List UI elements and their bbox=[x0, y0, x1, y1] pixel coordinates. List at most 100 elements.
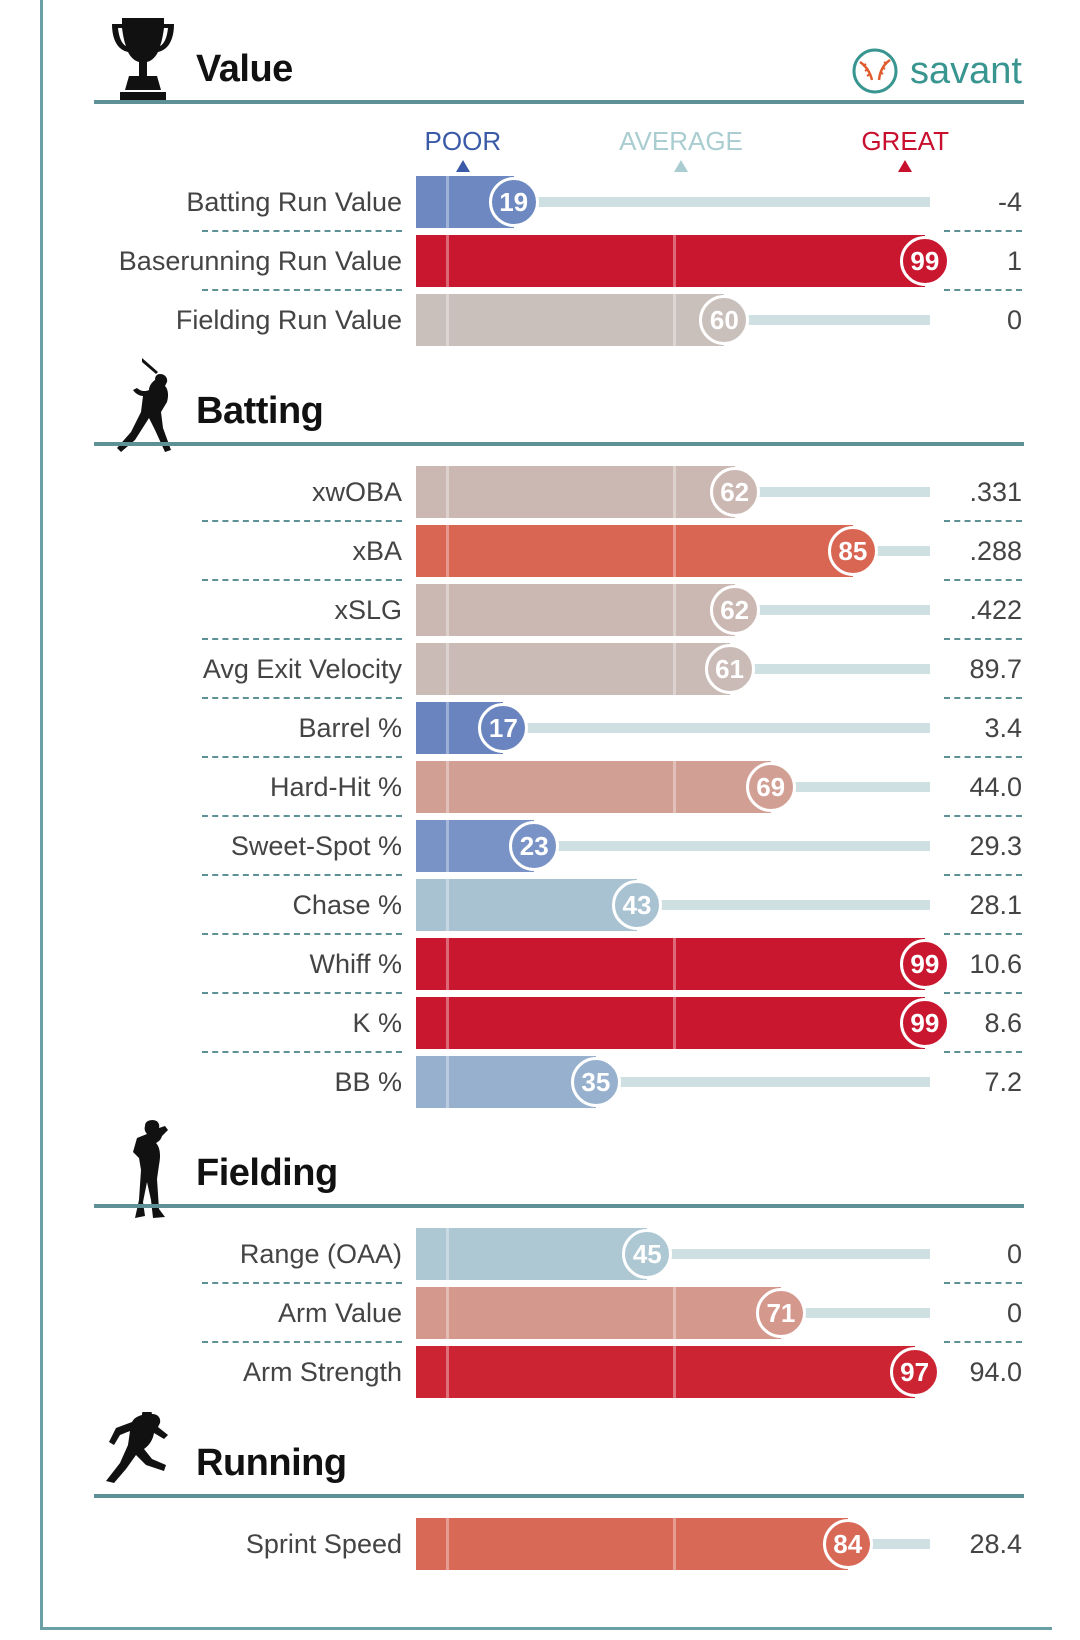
percentile-bar bbox=[416, 938, 925, 990]
bar-reference-line bbox=[446, 525, 449, 577]
percentile-track bbox=[416, 841, 930, 851]
percentile-row: Hard-Hit % 69 44.0 bbox=[0, 761, 1080, 813]
percentile-row: Sprint Speed 84 28.4 bbox=[0, 1518, 1080, 1570]
bar-reference-line bbox=[446, 702, 449, 754]
bar-reference-line bbox=[673, 525, 676, 577]
percentile-badge: 85 bbox=[827, 526, 878, 576]
stat-value: .288 bbox=[969, 536, 1022, 566]
stat-value: 8.6 bbox=[984, 1008, 1022, 1038]
percentile-bar bbox=[416, 997, 925, 1049]
stat-value: 44.0 bbox=[969, 772, 1022, 802]
stat-value: 0 bbox=[1006, 305, 1022, 335]
metric-label: Chase % bbox=[292, 890, 402, 920]
row-divider bbox=[202, 638, 402, 640]
stat-value: 7.2 bbox=[984, 1067, 1022, 1097]
bar-reference-line bbox=[446, 820, 449, 872]
fielding-section-rule bbox=[94, 1204, 1024, 1208]
scale-marker-average bbox=[674, 160, 688, 172]
metric-label: Sprint Speed bbox=[245, 1529, 402, 1559]
metric-label: Avg Exit Velocity bbox=[202, 654, 402, 684]
bar-reference-line bbox=[673, 1287, 676, 1339]
percentile-track bbox=[416, 900, 930, 910]
row-divider bbox=[202, 933, 402, 935]
stat-value: 1 bbox=[1006, 246, 1022, 276]
row-divider bbox=[202, 992, 402, 994]
percentile-bar bbox=[416, 294, 725, 346]
row-divider bbox=[202, 1051, 402, 1053]
bar-reference-line bbox=[446, 235, 449, 287]
percentile-row: Batting Run Value 19 -4 bbox=[0, 176, 1080, 228]
value-divider bbox=[944, 1282, 1022, 1284]
row-divider bbox=[202, 815, 402, 817]
percentile-row: BB % 35 7.2 bbox=[0, 1056, 1080, 1108]
percentile-bar bbox=[416, 466, 735, 518]
percentile-row: Sweet-Spot % 23 29.3 bbox=[0, 820, 1080, 872]
batting-section-rule bbox=[94, 442, 1024, 446]
frame-bottom-border bbox=[40, 1627, 1052, 1630]
bar-reference-line bbox=[673, 761, 676, 813]
bar-reference-line bbox=[446, 1518, 449, 1570]
percentile-row: Chase % 43 28.1 bbox=[0, 879, 1080, 931]
bar-reference-line bbox=[446, 938, 449, 990]
bar-reference-line bbox=[673, 1346, 676, 1398]
bar-reference-line bbox=[673, 643, 676, 695]
percentile-bar bbox=[416, 1287, 781, 1339]
savant-logo-icon bbox=[852, 48, 898, 94]
stat-value: 89.7 bbox=[969, 654, 1022, 684]
percentile-row: xBA 85 .288 bbox=[0, 525, 1080, 577]
percentile-bar bbox=[416, 879, 638, 931]
stat-value: 3.4 bbox=[984, 713, 1022, 743]
row-divider bbox=[202, 697, 402, 699]
value-divider bbox=[944, 638, 1022, 640]
bar-reference-line bbox=[446, 1056, 449, 1108]
savant-logo[interactable]: savant bbox=[850, 46, 1022, 96]
value-divider bbox=[944, 289, 1022, 291]
bar-reference-line bbox=[446, 466, 449, 518]
percentile-row: Avg Exit Velocity 61 89.7 bbox=[0, 643, 1080, 695]
percentile-bar bbox=[416, 525, 853, 577]
running-section-rule bbox=[94, 1494, 1024, 1498]
savant-logo-text: savant bbox=[910, 49, 1022, 92]
percentile-badge: 35 bbox=[570, 1057, 621, 1107]
percentile-row: Fielding Run Value 60 0 bbox=[0, 294, 1080, 346]
metric-label: xBA bbox=[352, 536, 402, 566]
percentile-row: Baserunning Run Value 99 1 bbox=[0, 235, 1080, 287]
value-divider bbox=[944, 697, 1022, 699]
bar-reference-line bbox=[673, 1518, 676, 1570]
percentile-row: Arm Value 71 0 bbox=[0, 1287, 1080, 1339]
bar-reference-line bbox=[673, 466, 676, 518]
metric-label: Range (OAA) bbox=[239, 1239, 402, 1269]
percentile-badge: 97 bbox=[889, 1347, 940, 1397]
scale-label-average: AVERAGE bbox=[619, 126, 743, 156]
percentile-badge: 60 bbox=[699, 295, 750, 345]
trophy-icon bbox=[108, 14, 178, 111]
value-section-rule bbox=[94, 100, 1024, 104]
percentile-bar bbox=[416, 584, 735, 636]
scale-marker-poor bbox=[455, 160, 470, 172]
percentile-bar bbox=[416, 1056, 596, 1108]
row-divider bbox=[202, 520, 402, 522]
metric-label: Sweet-Spot % bbox=[230, 831, 402, 861]
bar-reference-line bbox=[446, 584, 449, 636]
stat-value: 0 bbox=[1006, 1239, 1022, 1269]
fielding-section-title: Fielding bbox=[196, 1152, 338, 1194]
scale-label-poor: POOR bbox=[424, 126, 502, 156]
frame-left-border bbox=[40, 0, 43, 1630]
scale-label-great: GREAT bbox=[861, 126, 949, 156]
percentile-bar bbox=[416, 1518, 848, 1570]
row-divider bbox=[202, 289, 402, 291]
percentile-badge: 71 bbox=[755, 1288, 806, 1338]
percentile-row: Whiff % 99 10.6 bbox=[0, 938, 1080, 990]
bar-reference-line bbox=[446, 1346, 449, 1398]
value-divider bbox=[944, 933, 1022, 935]
bar-reference-line bbox=[673, 584, 676, 636]
percentile-badge: 17 bbox=[478, 703, 529, 753]
value-divider bbox=[944, 992, 1022, 994]
metric-label: Barrel % bbox=[298, 713, 402, 743]
bar-reference-line bbox=[673, 938, 676, 990]
percentile-badge: 99 bbox=[899, 236, 950, 286]
percentile-badge: 19 bbox=[488, 177, 539, 227]
row-divider bbox=[202, 230, 402, 232]
percentile-badge: 45 bbox=[622, 1229, 673, 1279]
